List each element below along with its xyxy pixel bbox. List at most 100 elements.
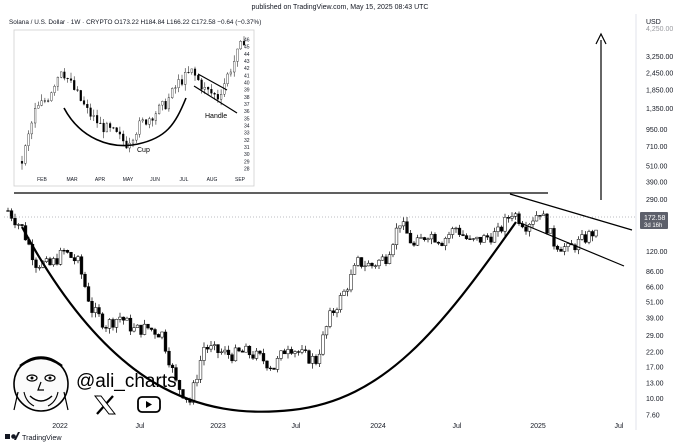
candle-body: [562, 246, 567, 252]
inset-candle-body: [216, 94, 219, 100]
candle-body: [391, 244, 395, 256]
price-tick-label: 510.00: [646, 164, 668, 171]
inset-price-tick-label: 38: [244, 95, 250, 101]
inset-candle-body: [190, 68, 193, 73]
candle-body: [142, 323, 147, 335]
inset-cup-curve: [63, 97, 187, 147]
candle-body: [524, 226, 528, 232]
candle-body: [9, 210, 14, 219]
candle-body: [310, 356, 315, 364]
inset-candle-body: [167, 97, 170, 110]
inset-time-ticks: FEB MAR APR MAY JUN JUL AUG SEP: [37, 177, 246, 183]
candle-body: [324, 326, 329, 336]
published-text: published on TradingView.com, May 15, 20…: [252, 4, 429, 11]
inset-candle-body: [151, 118, 154, 121]
candle-body: [314, 356, 318, 364]
inset-candle-body: [180, 79, 184, 85]
inset-candle-body: [63, 71, 66, 79]
candle-body: [373, 265, 378, 267]
inset-candle-body: [40, 100, 43, 106]
candle-body: [258, 350, 262, 354]
candle-body: [93, 307, 98, 313]
inset-price-tick-label: 28: [244, 166, 250, 172]
candle-body: [555, 245, 560, 250]
inset-price-tick-label: 35: [244, 116, 250, 122]
candle-body: [251, 354, 255, 359]
candle-body: [51, 258, 56, 266]
price-tick-label: 13.00: [646, 381, 664, 388]
price-tick-label: 10.00: [646, 396, 664, 403]
candle-body: [503, 217, 507, 232]
candle-body: [436, 241, 441, 244]
candle-body: [55, 258, 59, 265]
inset-candle-body: [112, 127, 115, 129]
candle-body: [279, 350, 283, 359]
main-candles: [6, 207, 598, 406]
candle-body: [356, 257, 360, 266]
avatar: [13, 356, 69, 412]
youtube-play-icon[interactable]: [137, 396, 161, 413]
inset-candle-body: [43, 100, 46, 102]
inset-candle-body: [161, 101, 164, 106]
candle-body: [545, 213, 549, 234]
inset-time-tick-label: JUL: [180, 177, 189, 183]
candle-body: [160, 331, 164, 338]
candle-body: [426, 238, 430, 240]
candle-body: [464, 235, 469, 240]
price-tick-label: 66.00: [646, 284, 664, 291]
tradingview-brand: TradingView: [22, 433, 62, 442]
inset-handle-label: Handle: [205, 113, 227, 120]
inset-time-tick-label: FEB: [37, 177, 47, 183]
candle-body: [303, 349, 308, 351]
candle-body: [72, 257, 77, 262]
price-tick-label: 39.00: [646, 316, 664, 323]
time-tick-label: 2023: [210, 423, 226, 430]
candle-body: [489, 236, 493, 243]
candle-body: [139, 324, 143, 335]
inset-price-tick-label: 34: [244, 124, 250, 130]
candle-body: [198, 360, 203, 380]
candle-body: [296, 351, 301, 353]
inset-candle-body: [135, 134, 138, 141]
inset-time-tick-label: APR: [95, 177, 106, 183]
inset-candle-body: [102, 122, 105, 133]
inset-price-tick-label: 33: [244, 131, 250, 137]
candle-body: [100, 313, 105, 328]
inset-price-tick-label: 40: [244, 81, 250, 87]
inset-candle-body: [207, 87, 210, 90]
candle-body: [440, 243, 444, 246]
inset-price-tick-label: 46: [244, 38, 250, 44]
candle-body: [468, 238, 472, 240]
candle-body: [541, 213, 546, 216]
candle-body: [37, 267, 42, 269]
candle-body: [447, 234, 451, 239]
handle-channel-lower: [517, 221, 625, 267]
candle-body: [317, 353, 322, 364]
inset-price-tick-label: 39: [244, 88, 250, 94]
candle-body: [573, 244, 577, 251]
x-logo-icon[interactable]: [93, 395, 117, 415]
countdown-label: 3d 16h: [644, 223, 662, 229]
candle-body: [83, 273, 87, 287]
inset-candle-body: [96, 115, 99, 124]
candle-body: [513, 213, 518, 217]
candle-body: [401, 221, 406, 227]
inset-candle-body: [229, 71, 232, 75]
candle-body: [247, 345, 252, 356]
candle-body: [86, 286, 91, 302]
candle-body: [300, 349, 304, 353]
price-tick-label: 29.00: [646, 333, 664, 340]
candle-body: [576, 239, 581, 251]
candle-body: [191, 382, 196, 403]
candle-body: [170, 364, 175, 368]
currency-label: USD: [646, 19, 661, 26]
inset-candle-body: [105, 123, 108, 133]
inset-candle-body: [92, 115, 95, 117]
candle-body: [69, 252, 73, 258]
inset-price-tick-label: 36: [244, 109, 250, 115]
candle-body: [44, 258, 49, 262]
inset-candle-body: [122, 133, 125, 142]
candle-body: [58, 250, 63, 265]
inset-price-tick-label: 45: [244, 45, 250, 51]
candle-body: [461, 234, 465, 236]
